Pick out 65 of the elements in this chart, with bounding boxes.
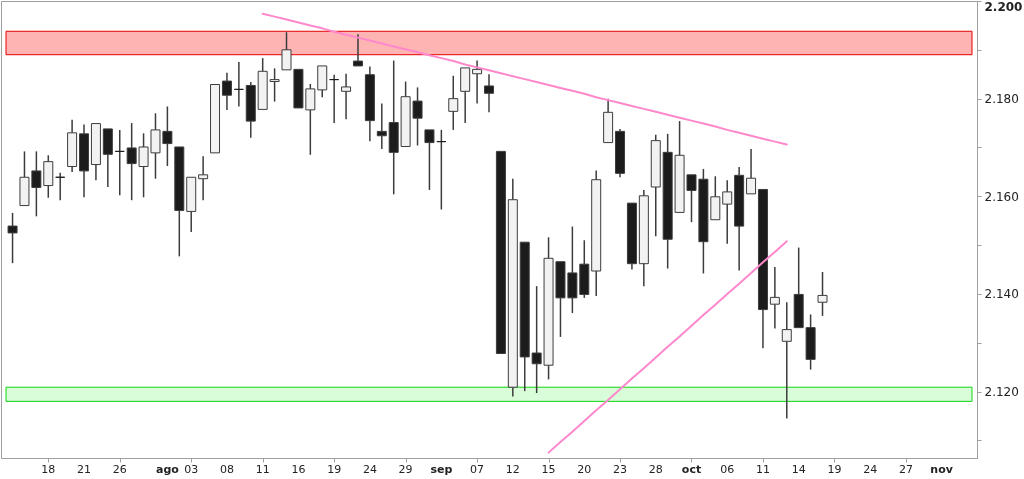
x-tick-label: 24 (863, 463, 878, 476)
x-tick-label: 28 (648, 463, 663, 476)
x-tick-label: 23 (613, 463, 628, 476)
candlestick (424, 129, 435, 191)
candlestick (341, 73, 352, 120)
candlestick (210, 83, 221, 154)
line-series (261, 12, 788, 146)
x-tick-label: 11 (755, 463, 770, 476)
candlestick (448, 74, 459, 131)
x-tick-label: ago (155, 463, 180, 476)
x-tick-label: 07 (470, 463, 485, 476)
x-tick-label: 24 (362, 463, 377, 476)
x-tick-label: 12 (505, 463, 520, 476)
x-tick-label: 21 (77, 463, 92, 476)
x-tick-label: 11 (255, 463, 270, 476)
candlestick (352, 33, 363, 67)
x-tick-label: 18 (41, 463, 56, 476)
candlestick (722, 179, 733, 245)
candlestick (591, 169, 602, 297)
x-tick-label: sep (430, 463, 453, 476)
candlestick (376, 102, 387, 150)
candlestick (626, 202, 637, 271)
candlestick (746, 148, 757, 195)
x-tick-label: 19 (327, 463, 342, 476)
x-tick-label: 16 (291, 463, 306, 476)
y-tick-label: 2.160 (984, 189, 1019, 204)
x-tick-label: 14 (791, 463, 806, 476)
x-tick-label: 03 (184, 463, 199, 476)
candlestick (364, 65, 375, 142)
candlestick (79, 123, 90, 199)
candlestick (460, 67, 471, 124)
candlestick (769, 266, 780, 330)
x-tick-label: oct (681, 463, 702, 476)
line-series (547, 240, 788, 454)
candlestick (102, 128, 113, 188)
candlestick (734, 166, 745, 272)
candlestick (90, 123, 101, 181)
candlestick (198, 155, 209, 201)
candlestick (186, 176, 197, 233)
candlestick (650, 134, 661, 238)
y-tick-label: 2.180 (984, 92, 1019, 107)
candlestick (638, 189, 649, 287)
candlestick (484, 73, 494, 114)
candlestick (317, 65, 328, 98)
candlestick (757, 188, 768, 349)
candlestick (221, 72, 232, 111)
x-tick-label: 06 (720, 463, 735, 476)
candlestick (781, 301, 792, 420)
y-tick-label: 2.200 (984, 0, 1023, 14)
x-tick-label: 19 (827, 463, 842, 476)
x-tick-label: 15 (541, 463, 556, 476)
x-tick-label: 27 (898, 463, 913, 476)
y-tick-label: 2.140 (984, 287, 1019, 302)
candlestick (245, 81, 256, 139)
x-tick-label: nov (930, 463, 954, 476)
candlestick (495, 150, 506, 355)
x-tick-label: 20 (577, 463, 592, 476)
x-tick-label: 29 (398, 463, 413, 476)
candlestick (174, 146, 185, 258)
candlestick (507, 177, 518, 398)
x-tick-label: 26 (112, 463, 127, 476)
x-tick-label: 08 (219, 463, 234, 476)
candlestick (67, 118, 78, 173)
y-tick-label: 2.120 (984, 385, 1019, 400)
candlestick (615, 128, 626, 179)
